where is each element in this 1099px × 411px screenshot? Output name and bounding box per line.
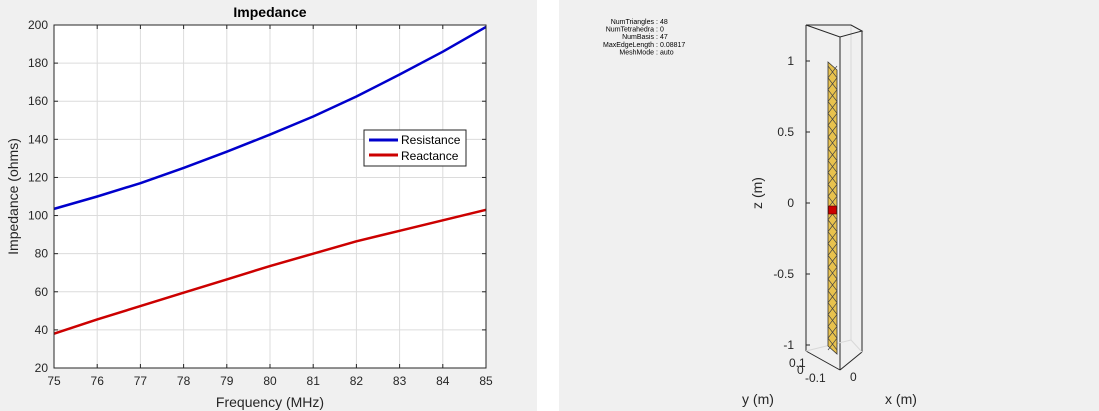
legend-label-resistance: Resistance [401, 133, 461, 147]
axes-box [805, 24, 864, 371]
mesh-info-separator: : [656, 42, 658, 49]
z-tick-label: -0.5 [773, 267, 794, 281]
antenna-mesh-lines [827, 65, 838, 351]
x-tick-label: 84 [436, 374, 450, 388]
x-axis-label: Frequency (MHz) [216, 394, 324, 410]
x-tick-label: 77 [134, 374, 148, 388]
y-tick-label: 140 [28, 132, 48, 146]
mesh-info-key: NumTetrahedra [606, 27, 654, 34]
series-line-resistance [53, 25, 487, 211]
mesh-info-value: auto [660, 49, 674, 56]
y-tick-labels: 0.1 0 -0.1 [789, 356, 826, 385]
mesh-info-value: 48 [660, 19, 668, 26]
y-tick-label: 20 [35, 361, 49, 375]
mesh-edges [827, 65, 838, 351]
feed-point [828, 205, 837, 215]
legend-label-reactance: Reactance [401, 149, 459, 163]
impedance-chart: 75 76 77 78 79 80 81 82 83 84 85 20 40 60 80 100 120 140… [5, 4, 493, 410]
y-tick-labels: 20 40 60 80 100 120 140 160 180 200 [28, 18, 48, 375]
y-tick-label: 180 [28, 56, 48, 70]
x-tick-label: 79 [220, 374, 234, 388]
z-tick-label: 0.5 [777, 125, 794, 139]
y-tick-label: -0.1 [805, 371, 826, 385]
x-tick-label: 82 [350, 374, 364, 388]
box-bottom-back-edge-2 [850, 339, 863, 353]
x-tick-label: 81 [307, 374, 321, 388]
mesh-z-axis-label: z (m) [749, 177, 765, 209]
dipole-antenna [827, 61, 838, 355]
mesh-info-separator: : [656, 27, 658, 34]
x-tick-label: 78 [177, 374, 191, 388]
mesh-info-separator: : [656, 19, 658, 26]
x-tick-label: 75 [47, 374, 61, 388]
mesh-info-separator: : [656, 34, 658, 41]
plot-frame [53, 24, 487, 369]
series-lines [53, 25, 487, 335]
mesh-info-key: NumTriangles [611, 19, 655, 26]
y-tick-label: 100 [28, 209, 48, 223]
z-tick-label: 1 [787, 54, 794, 68]
box-top-face [805, 24, 864, 38]
y-tick-label: 80 [35, 247, 49, 261]
mesh-info-value: 0 [660, 27, 664, 34]
x-tick-label: 80 [263, 374, 277, 388]
z-tick-label: 0 [787, 196, 794, 210]
mesh-info: NumTriangles:48NumTetrahedra:0NumBasis:4… [603, 19, 685, 56]
mesh-info-key: NumBasis [622, 34, 654, 41]
y-tick-label: 0 [797, 363, 804, 377]
mesh-info-key: MaxEdgeLength [603, 42, 654, 49]
x-tick-labels: 75 76 77 78 79 80 81 82 83 84 85 [47, 374, 493, 388]
x-tick-label: 76 [91, 374, 105, 388]
mesh-info-value: 0.08817 [660, 42, 685, 49]
y-tick-label: 60 [35, 285, 49, 299]
legend[interactable]: Resistance Reactance [363, 129, 467, 167]
mesh-edges [827, 65, 838, 351]
y-tick-label: 0.1 [789, 356, 806, 370]
x-tick-label: 83 [393, 374, 407, 388]
chart-title: Impedance [233, 4, 306, 20]
mesh-info-value: 47 [660, 34, 668, 41]
mesh-y-axis-label: y (m) [742, 391, 774, 407]
z-tick-labels: 1 0.5 0 -0.5 -1 [773, 54, 810, 352]
y-tick-label: 120 [28, 170, 48, 184]
box-bottom-right-edge [839, 351, 863, 371]
y-tick-label: 160 [28, 94, 48, 108]
series-line-reactance [53, 208, 487, 335]
mesh-info-separator: : [656, 49, 658, 56]
mesh-3d-view[interactable]: NumTriangles:48NumTetrahedra:0NumBasis:4… [603, 19, 917, 407]
mesh-info-key: MeshMode [619, 49, 654, 56]
mesh-x-axis-label: x (m) [885, 391, 917, 407]
legend-box [363, 129, 467, 167]
y-tick-label: 200 [28, 18, 48, 32]
x-tick-label: 85 [479, 374, 493, 388]
y-tick-label: 40 [35, 323, 49, 337]
z-tick-label: -1 [783, 338, 794, 352]
x-tick-labels: 0 [850, 370, 857, 384]
x-tick-label: 0 [850, 370, 857, 384]
box-bottom-left-edge [805, 350, 841, 371]
y-axis-label: Impedance (ohms) [5, 138, 21, 255]
